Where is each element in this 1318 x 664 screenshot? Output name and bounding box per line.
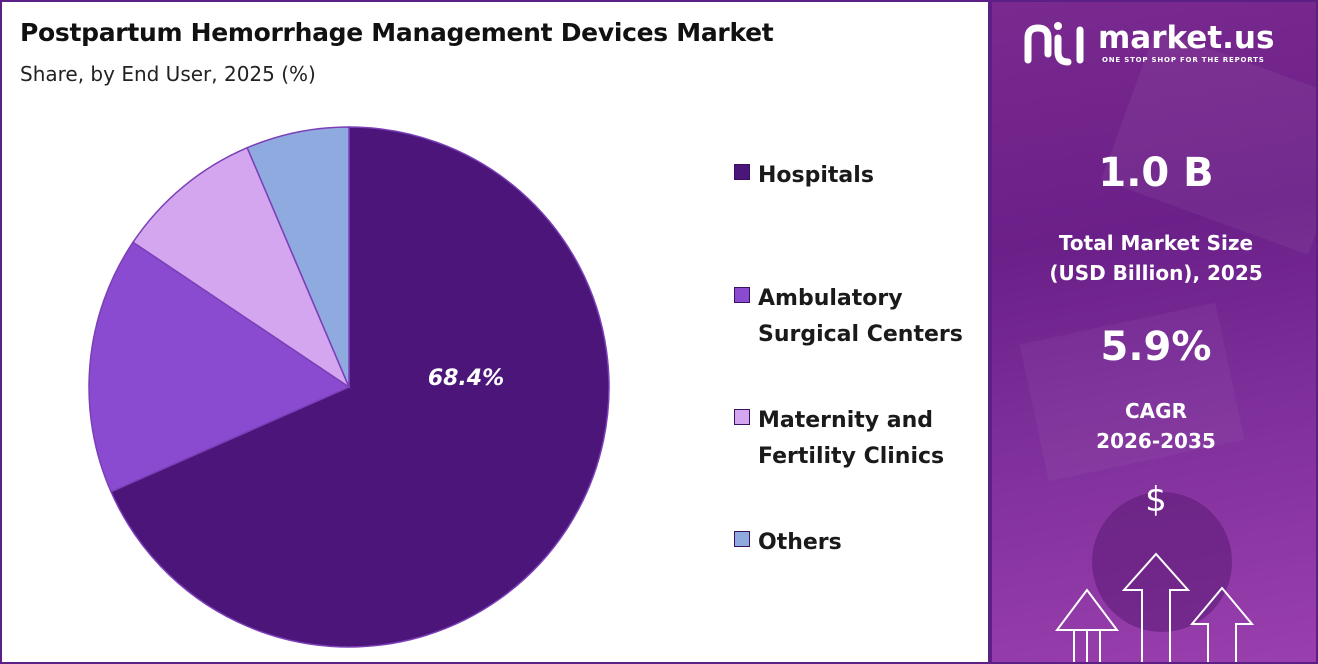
market-size-label: Total Market Size (USD Billion), 2025 (1049, 231, 1263, 285)
legend-label-ambulatory: Ambulatory Surgical Centers (758, 286, 963, 347)
pie-data-label-hospitals: 68.4% (428, 366, 504, 391)
pie-slice-others (246, 126, 350, 388)
chart-subtitle: Share, by End User, 2025 (%) (20, 62, 316, 86)
legend-swatch-ambulatory (734, 287, 750, 303)
legend-label-hospitals: Hospitals (758, 163, 874, 188)
legend-label-others: Others (758, 530, 842, 555)
growth-arrows-icon (1055, 552, 1255, 662)
legend-swatch-others (734, 531, 750, 547)
pie-slice-hospitals (110, 126, 610, 648)
pie-slice-maternity-and-fertility-clinics (132, 146, 351, 390)
brand-logo: market.us ONE STOP SHOP FOR THE REPORTS (1022, 20, 1292, 70)
cagr-value: 5.9% (1100, 324, 1212, 370)
market-us-logo-icon (1024, 22, 1084, 66)
dollar-icon: $ (1145, 480, 1167, 520)
legend-swatch-hospitals (734, 164, 750, 180)
chart-area: Postpartum Hemorrhage Management Devices… (0, 0, 990, 664)
cagr-label: CAGR 2026-2035 (1096, 399, 1216, 453)
pie-chart: 68.4% (88, 126, 610, 648)
summary-panel: market.us ONE STOP SHOP FOR THE REPORTS … (990, 0, 1318, 664)
chart-title: Postpartum Hemorrhage Management Devices… (20, 18, 774, 47)
logo-text: market.us (1098, 20, 1275, 56)
legend-label-maternity: Maternity and Fertility Clinics (758, 408, 945, 469)
legend-swatch-maternity (734, 409, 750, 425)
panel-background-decoration (1019, 29, 1316, 632)
market-size-value: 1.0 B (1098, 150, 1214, 196)
logo-tagline: ONE STOP SHOP FOR THE REPORTS (1102, 56, 1265, 64)
pie-slice-ambulatory-surgical-centers (88, 241, 351, 493)
